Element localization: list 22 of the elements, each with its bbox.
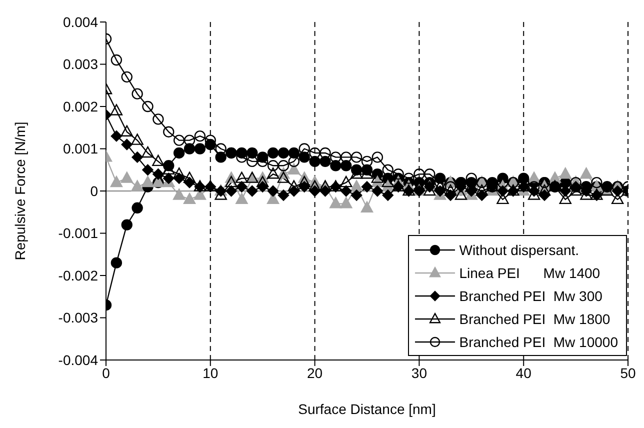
y-tick-label: 0.004: [62, 14, 98, 30]
y-tick-label: 0.001: [62, 140, 98, 157]
x-tick-label: 30: [411, 364, 428, 381]
y-tick-label: -0.001: [58, 225, 98, 242]
legend-label: Linea PEI Mw 1400: [459, 264, 600, 280]
x-tick-label: 20: [307, 364, 323, 381]
x-axis-title: Surface Distance [nm]: [298, 401, 436, 417]
legend-label: Branched PEI Mw 300: [459, 288, 602, 304]
legend-label: Branched PEI Mw 1800: [459, 310, 610, 326]
legend-label: Branched PEI Mw 10000: [459, 334, 618, 350]
x-tick-label: 0: [102, 364, 110, 381]
y-axis-title: Repulsive Force [N/m]: [12, 122, 28, 260]
legend-label: Without dispersant.: [459, 242, 580, 258]
y-tick-label: 0.003: [62, 56, 98, 72]
y-tick-label: 0: [90, 182, 98, 199]
y-tick-label: 0.002: [62, 98, 98, 114]
x-tick-label: 50: [620, 364, 636, 381]
x-tick-label: 40: [516, 364, 532, 381]
y-tick-label: -0.002: [58, 267, 98, 284]
x-tick-label: 10: [202, 364, 218, 381]
y-tick-label: -0.003: [58, 310, 98, 326]
y-tick-label: -0.004: [58, 352, 98, 368]
